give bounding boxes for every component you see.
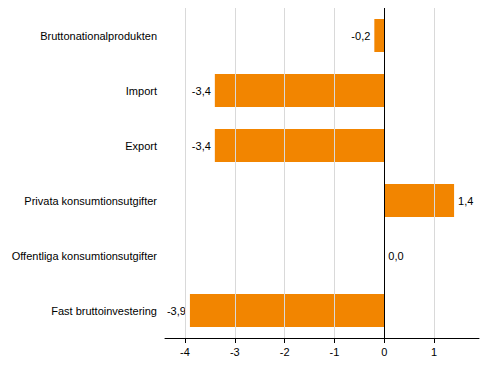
svg-text:-2: -2: [280, 346, 290, 358]
svg-text:Fast bruttoinvestering: Fast bruttoinvestering: [51, 305, 157, 317]
svg-text:0: 0: [381, 346, 387, 358]
svg-text:1: 1: [431, 346, 437, 358]
svg-text:-3,4: -3,4: [192, 85, 211, 97]
svg-text:Offentliga konsumtionsutgifter: Offentliga konsumtionsutgifter: [12, 250, 158, 262]
svg-text:-3: -3: [230, 346, 240, 358]
svg-text:-1: -1: [330, 346, 340, 358]
svg-text:Export: Export: [125, 140, 157, 152]
svg-text:Import: Import: [126, 85, 157, 97]
svg-text:-4: -4: [180, 346, 190, 358]
svg-text:-3,4: -3,4: [192, 140, 211, 152]
svg-text:-3,9: -3,9: [167, 305, 186, 317]
svg-text:0,0: 0,0: [388, 250, 403, 262]
svg-text:Privata konsumtionsutgifter: Privata konsumtionsutgifter: [24, 195, 157, 207]
svg-text:Bruttonationalprodukten: Bruttonationalprodukten: [40, 30, 157, 42]
svg-text:-0,2: -0,2: [351, 30, 370, 42]
svg-text:1,4: 1,4: [458, 195, 473, 207]
